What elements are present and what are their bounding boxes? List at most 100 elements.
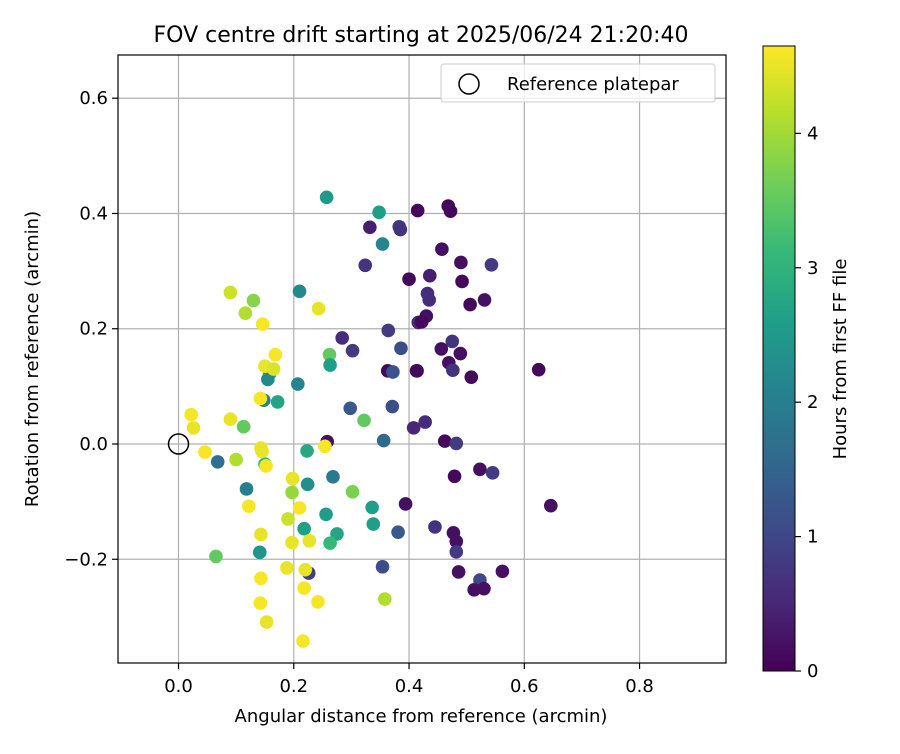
data-point bbox=[406, 421, 421, 435]
data-point bbox=[259, 615, 274, 629]
data-point bbox=[414, 315, 429, 329]
chart-title: FOV centre drift starting at 2025/06/24 … bbox=[154, 23, 689, 48]
data-point bbox=[484, 257, 499, 272]
data-point bbox=[477, 581, 491, 596]
data-point bbox=[422, 268, 437, 283]
data-point bbox=[318, 439, 332, 454]
data-point bbox=[343, 401, 358, 416]
data-point bbox=[398, 497, 413, 511]
data-point bbox=[335, 331, 349, 345]
data-point bbox=[443, 204, 458, 218]
data-point bbox=[254, 527, 268, 542]
data-point bbox=[291, 377, 305, 391]
data-points bbox=[184, 190, 558, 648]
colorbar-tick-label: 0 bbox=[807, 661, 818, 682]
axes: 0.0 0.2 0.4 0.6 0.8 −0.2 0.0 0.2 0.4 0.6 bbox=[64, 54, 727, 697]
data-point bbox=[252, 545, 267, 560]
data-point bbox=[223, 285, 238, 300]
x-tick-label: 0.4 bbox=[395, 676, 424, 697]
data-point bbox=[375, 559, 390, 574]
data-point bbox=[210, 455, 225, 469]
x-tick-label: 0.6 bbox=[510, 676, 539, 697]
data-point bbox=[451, 565, 466, 579]
data-point bbox=[285, 535, 299, 550]
data-point bbox=[449, 436, 464, 451]
data-point bbox=[254, 571, 268, 586]
data-point bbox=[446, 363, 460, 378]
data-point bbox=[386, 365, 400, 379]
data-point bbox=[268, 347, 283, 362]
data-point bbox=[209, 549, 223, 564]
data-point bbox=[393, 222, 408, 237]
reference-point-marker bbox=[167, 433, 190, 455]
data-point bbox=[323, 358, 337, 372]
y-tick-label: 0.6 bbox=[79, 88, 108, 109]
data-point bbox=[435, 242, 449, 257]
data-point bbox=[229, 452, 243, 467]
data-point bbox=[455, 274, 469, 289]
data-point bbox=[366, 517, 381, 531]
data-point bbox=[300, 477, 315, 492]
data-point bbox=[453, 346, 468, 361]
data-point bbox=[463, 297, 477, 312]
data-point bbox=[198, 445, 212, 459]
data-point bbox=[184, 407, 198, 422]
legend: Reference platepar bbox=[440, 63, 716, 103]
colorbar-tick-label: 1 bbox=[807, 527, 818, 548]
data-point bbox=[449, 534, 464, 549]
data-point bbox=[345, 343, 360, 358]
colorbar: Hours from first FF file 0 1 2 3 4 bbox=[762, 45, 851, 682]
data-point bbox=[330, 527, 344, 541]
reference-layer bbox=[167, 433, 190, 455]
legend-box bbox=[440, 63, 716, 103]
data-point bbox=[302, 534, 317, 548]
plot-frame bbox=[117, 54, 727, 664]
data-point bbox=[365, 500, 379, 515]
data-point bbox=[300, 444, 314, 458]
data-point bbox=[297, 521, 311, 536]
data-point bbox=[454, 255, 468, 270]
data-point bbox=[422, 293, 437, 307]
data-point bbox=[434, 342, 449, 356]
data-point bbox=[477, 293, 492, 307]
data-point bbox=[319, 190, 334, 205]
data-point bbox=[292, 501, 307, 515]
y-tick-label: −0.2 bbox=[64, 549, 108, 570]
data-point bbox=[428, 520, 442, 534]
data-point bbox=[531, 362, 546, 377]
data-point bbox=[242, 499, 256, 514]
colorbar-tick-label: 2 bbox=[807, 392, 818, 413]
colorbar-label: Hours from first FF file bbox=[830, 259, 851, 460]
legend-label: Reference platepar bbox=[507, 74, 679, 95]
data-point bbox=[246, 293, 261, 308]
data-point bbox=[280, 561, 294, 575]
data-point bbox=[464, 370, 479, 384]
colorbar-tick-label: 4 bbox=[807, 123, 818, 144]
data-point bbox=[375, 237, 390, 251]
data-point bbox=[437, 434, 452, 448]
legend-marker-icon bbox=[458, 73, 480, 95]
data-point bbox=[485, 466, 500, 480]
data-point bbox=[296, 634, 310, 648]
data-point bbox=[410, 203, 425, 218]
data-point bbox=[391, 525, 405, 539]
data-point bbox=[298, 562, 313, 577]
data-point bbox=[495, 564, 510, 579]
data-point bbox=[223, 412, 238, 427]
data-point bbox=[372, 205, 386, 220]
data-point bbox=[285, 485, 299, 500]
data-point bbox=[186, 421, 201, 435]
y-tick-label: 0.0 bbox=[79, 434, 108, 455]
data-point bbox=[319, 507, 333, 522]
x-axis-label: Angular distance from reference (arcmin) bbox=[235, 706, 608, 727]
data-point bbox=[394, 341, 408, 356]
data-point bbox=[259, 459, 273, 473]
data-point bbox=[326, 470, 340, 484]
data-point bbox=[281, 512, 295, 526]
data-point bbox=[376, 433, 391, 448]
data-point bbox=[544, 498, 558, 513]
data-point bbox=[357, 413, 371, 428]
data-point bbox=[378, 592, 392, 606]
grid bbox=[118, 55, 726, 663]
